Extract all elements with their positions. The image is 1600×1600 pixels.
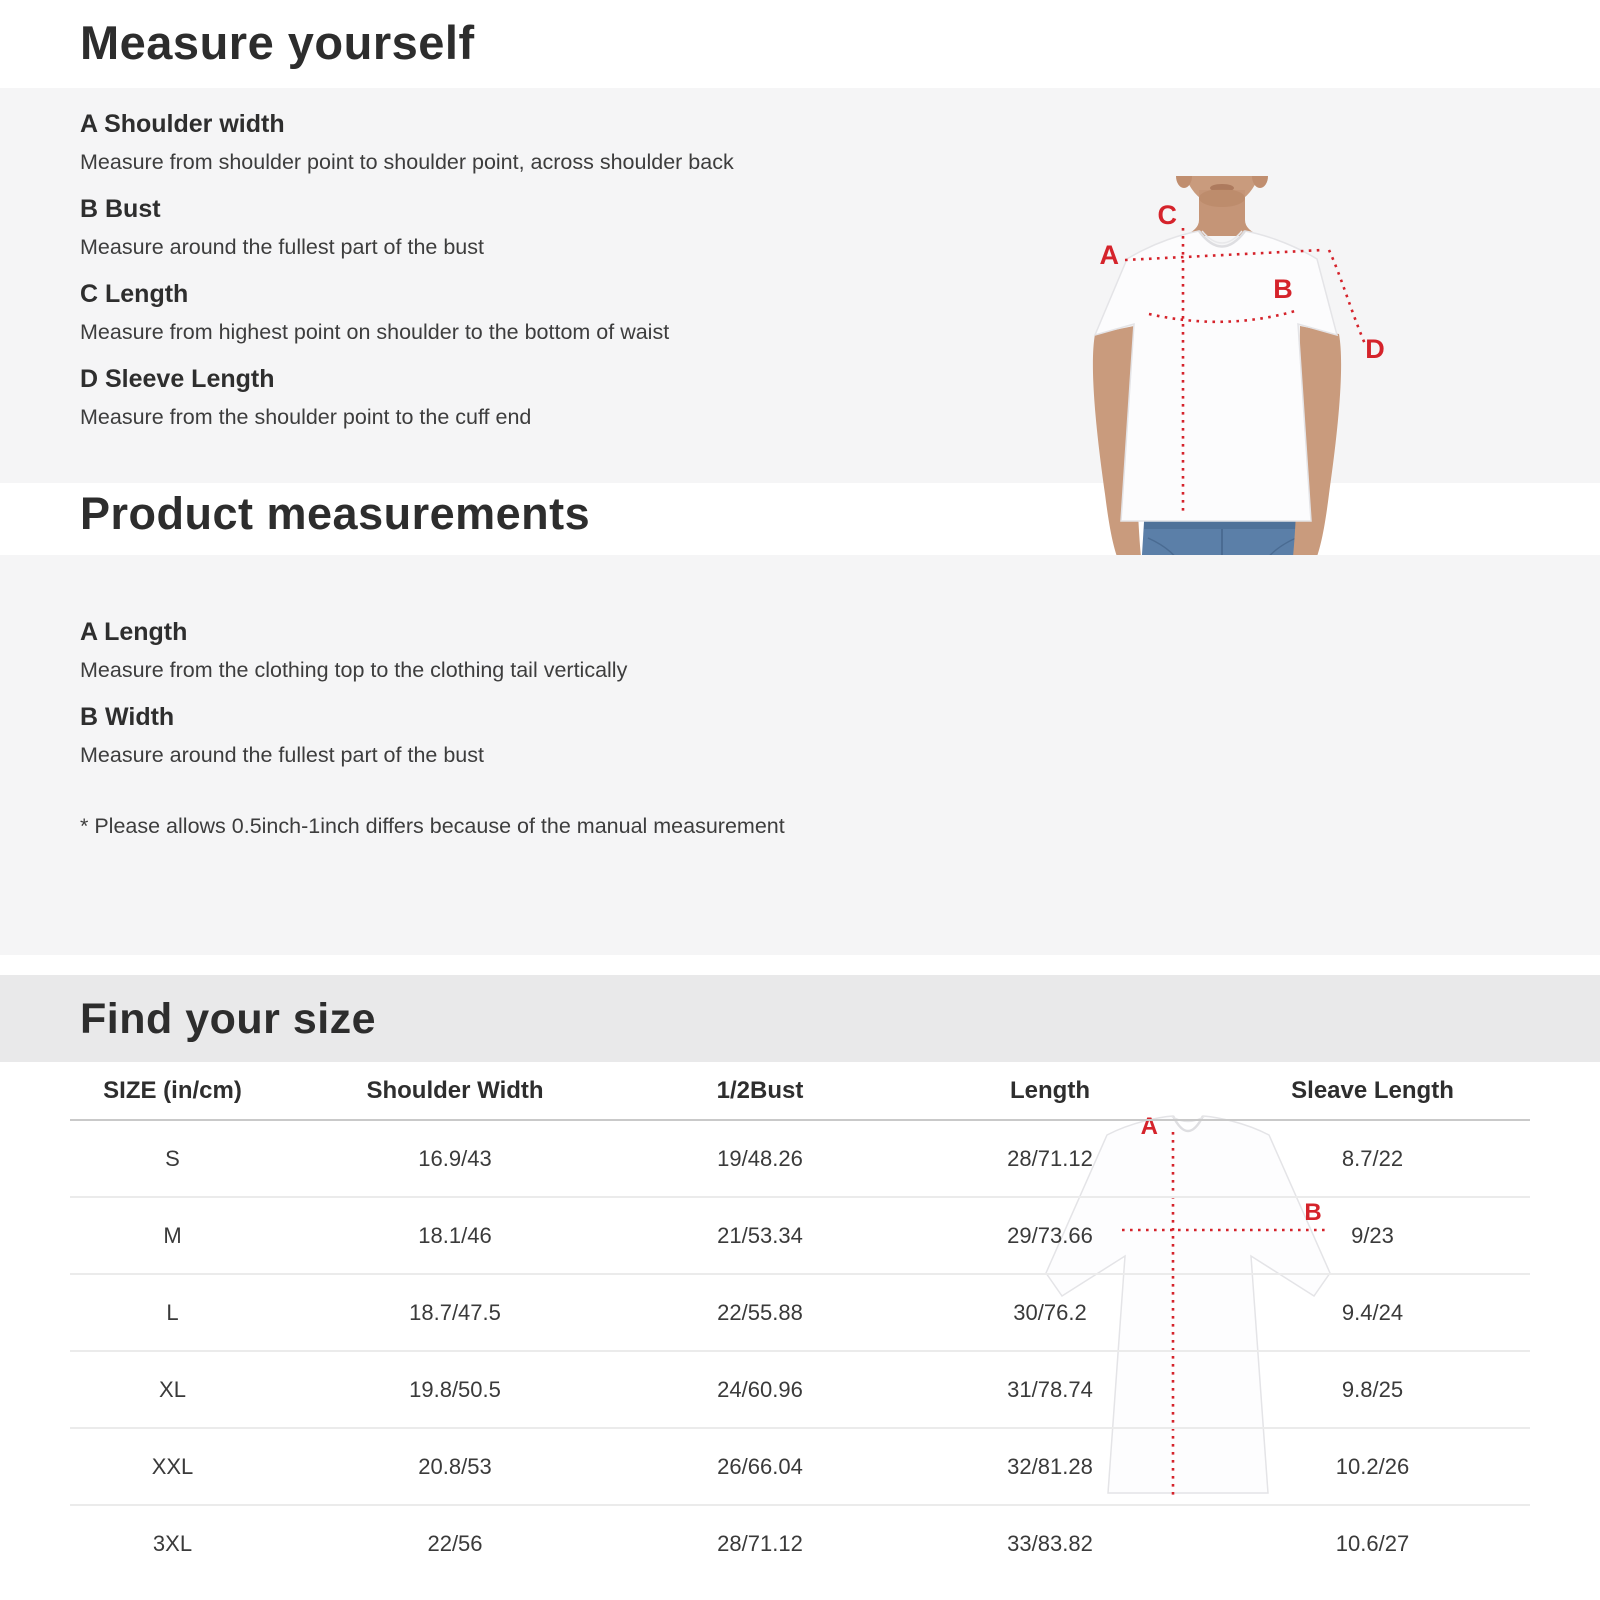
- size-table-row: XL 19.8/50.5 24/60.96 31/78.74 9.8/25: [70, 1352, 1530, 1429]
- measurement-cell: 9.4/24: [1341, 1299, 1404, 1325]
- jeans-waistband: [1144, 520, 1300, 529]
- measurement-cell: 18.7/47.5: [409, 1299, 501, 1325]
- size-table-header-row: SIZE (in/cm) Shoulder Width 1/2Bust Leng…: [70, 1062, 1530, 1121]
- model-neck: [1183, 190, 1261, 236]
- header-length: Length: [1010, 1076, 1090, 1104]
- measure-yourself-section: A Shoulder width Measure from shoulder p…: [0, 88, 1600, 571]
- measure-item: A Shoulder width Measure from shoulder p…: [80, 110, 960, 175]
- measure-item-desc: Measure from the shoulder point to the c…: [80, 405, 532, 429]
- size-cell: XXL: [151, 1453, 194, 1479]
- measurement-cell: 20.8/53: [418, 1453, 492, 1479]
- measurement-cell: 24/60.96: [717, 1376, 803, 1402]
- size-table-row: L 18.7/47.5 22/55.88 30/76.2 9.4/24: [70, 1275, 1530, 1352]
- measure-item-desc: Measure from the clothing top to the clo…: [80, 658, 628, 682]
- find-your-size-banner: Find your size: [0, 975, 1600, 1062]
- measurement-cell: 10.2/26: [1335, 1453, 1410, 1479]
- model-tshirt: [1093, 230, 1339, 522]
- header-sleeve-length: Sleave Length: [1291, 1076, 1454, 1104]
- shoulder-line-a: [1124, 248, 1324, 262]
- label-b: B: [1273, 274, 1293, 304]
- measure-item-label: C Length: [80, 280, 189, 308]
- size-chart-table: SIZE (in/cm) Shoulder Width 1/2Bust Leng…: [70, 1062, 1530, 1581]
- measure-item-desc: Measure around the fullest part of the b…: [80, 235, 484, 259]
- header-shoulder-width: Shoulder Width: [366, 1076, 544, 1104]
- measurement-cell: 10.6/27: [1335, 1530, 1410, 1556]
- measure-item: B Bust Measure around the fullest part o…: [80, 195, 960, 260]
- measurement-cell: 33/83.82: [1007, 1530, 1093, 1556]
- size-table-body: S 16.9/43 19/48.26 28/71.12 8.7/22 M 18.1/46 21…: [70, 1121, 1530, 1581]
- model-photo-figure: C A B D: [1092, 176, 1385, 571]
- measure-item: A Length Measure from the clothing top t…: [80, 618, 960, 683]
- measurement-cell: 28/71.12: [717, 1530, 803, 1556]
- tshirt-collar-rim: [1201, 230, 1243, 244]
- measurement-cell: 9.8/25: [1341, 1376, 1404, 1402]
- size-table-row: XXL 20.8/53 26/66.04 32/81.28 10.2/26: [70, 1429, 1530, 1506]
- measurement-cell: 30/76.2: [1013, 1299, 1087, 1325]
- measurement-cell: 21/53.34: [717, 1222, 803, 1248]
- product-measurements-section: A Length Measure from the clothing top t…: [0, 555, 1600, 1496]
- measurement-cell: 26/66.04: [717, 1453, 803, 1479]
- header-size: SIZE (in/cm): [103, 1076, 242, 1104]
- measurement-cell: 8.7/22: [1341, 1145, 1404, 1171]
- measurement-cell: 28/71.12: [1007, 1145, 1093, 1171]
- measure-yourself-title: Measure yourself: [80, 16, 475, 69]
- manual-measurement-note: * Please allows 0.5inch-1inch differs be…: [80, 814, 785, 838]
- label-a: A: [1100, 240, 1120, 270]
- measure-item-desc: Measure from highest point on shoulder t…: [80, 320, 670, 344]
- tshirt-collar: [1197, 230, 1247, 248]
- label-b: B: [1304, 1199, 1321, 1226]
- measure-item: D Sleeve Length Measure from the shoulde…: [80, 365, 960, 430]
- measurement-cell: 9/23: [1351, 1222, 1394, 1248]
- product-measurements-title: Product measurements: [80, 488, 591, 539]
- measurement-cell: 19.8/50.5: [409, 1376, 501, 1402]
- flat-collar-back: [1170, 1115, 1206, 1123]
- measure-item-label: A Shoulder width: [80, 110, 285, 138]
- measure-item-label: A Length: [80, 618, 188, 646]
- measurement-cell: 31/78.74: [1007, 1376, 1093, 1402]
- model-ear: [1176, 176, 1192, 188]
- measurement-cell: 18.1/46: [418, 1222, 492, 1248]
- model-ear: [1252, 176, 1268, 188]
- header-half-bust: 1/2Bust: [716, 1076, 804, 1104]
- measure-yourself-items: A Shoulder width Measure from shoulder p…: [80, 88, 960, 450]
- size-table-row: S 16.9/43 19/48.26 28/71.12 8.7/22: [70, 1121, 1530, 1198]
- size-table-row: M 18.1/46 21/53.34 29/73.66 9/23: [70, 1198, 1530, 1275]
- chin-shadow: [1199, 189, 1245, 207]
- measurement-cell: 22/56: [427, 1530, 483, 1556]
- size-cell: 3XL: [152, 1530, 193, 1556]
- label-d: D: [1365, 334, 1385, 364]
- size-cell: XL: [159, 1376, 186, 1402]
- measurement-cell: 16.9/43: [418, 1145, 492, 1171]
- size-cell: L: [166, 1299, 179, 1325]
- size-cell: S: [165, 1145, 180, 1171]
- size-cell: M: [163, 1222, 182, 1248]
- measure-item-desc: Measure from shoulder point to shoulder …: [80, 150, 734, 174]
- find-your-size-title: Find your size: [80, 995, 377, 1043]
- measure-item: C Length Measure from highest point on s…: [80, 280, 960, 345]
- measure-item-label: B Width: [80, 703, 175, 731]
- measurement-cell: 22/55.88: [717, 1299, 803, 1325]
- product-measurement-items: A Length Measure from the clothing top t…: [80, 555, 960, 839]
- measurement-cell: 19/48.26: [717, 1145, 803, 1171]
- measure-item-label: B Bust: [80, 195, 161, 223]
- measurement-cell: 32/81.28: [1007, 1453, 1093, 1479]
- sleeve-line-d: [1327, 249, 1367, 345]
- label-c: C: [1158, 200, 1178, 230]
- bust-line-b: [1148, 309, 1296, 324]
- measure-item-label: D Sleeve Length: [80, 365, 275, 393]
- measurement-cell: 29/73.66: [1007, 1222, 1093, 1248]
- measure-item: B Width Measure around the fullest part …: [80, 703, 960, 768]
- measure-item-desc: Measure around the fullest part of the b…: [80, 743, 484, 767]
- size-table-row: 3XL 22/56 28/71.12 33/83.82 10.6/27: [70, 1506, 1530, 1581]
